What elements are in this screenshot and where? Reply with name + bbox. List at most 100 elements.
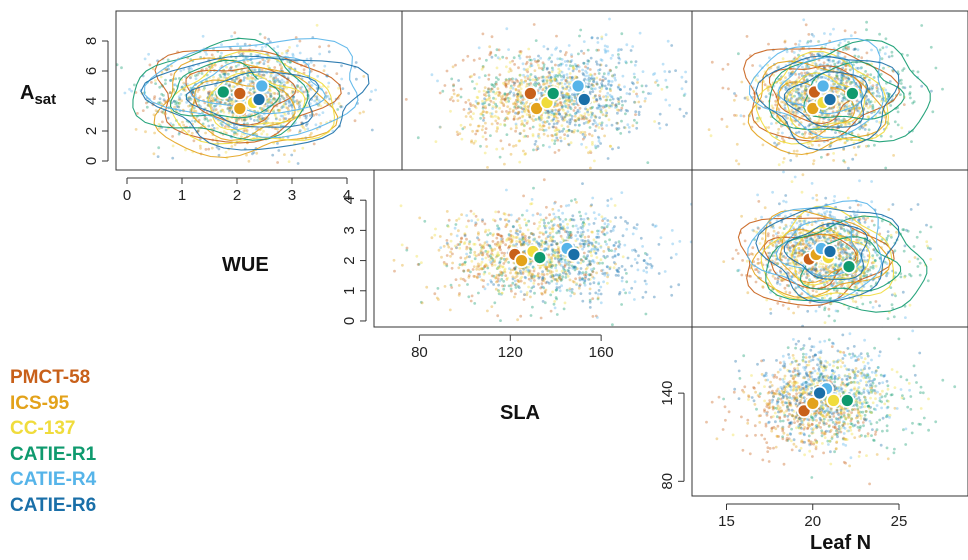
data-point [269, 95, 272, 98]
data-point [591, 297, 595, 300]
data-point [355, 77, 358, 81]
data-point [569, 218, 573, 221]
data-point [448, 308, 452, 312]
data-point [517, 111, 520, 115]
data-point [559, 258, 563, 261]
data-point [257, 114, 260, 118]
data-point [234, 131, 238, 135]
data-point [594, 121, 597, 124]
data-point [469, 299, 473, 303]
data-point [226, 72, 230, 76]
data-point [682, 114, 686, 118]
data-point [743, 96, 747, 100]
data-point [586, 48, 590, 52]
data-point [490, 256, 494, 260]
data-point [458, 132, 462, 136]
data-point [601, 75, 605, 79]
data-point [566, 59, 570, 63]
x-tick-label: 0 [123, 187, 131, 204]
data-point [517, 111, 520, 114]
data-point [487, 90, 491, 94]
data-point [742, 114, 746, 118]
data-point [776, 131, 780, 135]
data-point [847, 121, 851, 125]
data-point [518, 139, 521, 143]
data-point [788, 98, 791, 102]
data-point [733, 92, 736, 95]
data-point [449, 283, 453, 287]
data-point [505, 93, 509, 96]
data-point [631, 124, 635, 128]
data-point [217, 147, 221, 151]
data-point [459, 240, 463, 244]
data-point [497, 93, 500, 97]
data-point [257, 61, 261, 65]
data-point [467, 268, 470, 272]
data-point [220, 123, 224, 127]
data-point [290, 84, 294, 87]
data-point [757, 119, 760, 123]
data-point [206, 119, 210, 123]
data-point [285, 95, 289, 99]
data-point [480, 244, 484, 248]
data-point [246, 73, 249, 77]
data-point [552, 115, 556, 118]
data-point [515, 78, 519, 82]
data-point [521, 250, 525, 254]
data-point [518, 73, 522, 77]
data-point [587, 113, 590, 117]
data-point [340, 105, 344, 109]
data-point [553, 74, 557, 78]
data-point [817, 40, 821, 43]
data-point [803, 133, 806, 136]
data-point [568, 233, 572, 236]
data-point [255, 151, 259, 155]
data-point [516, 80, 520, 83]
data-point [520, 115, 524, 119]
data-point [882, 66, 885, 70]
data-point [569, 141, 573, 145]
data-point [548, 231, 552, 235]
data-point [293, 149, 296, 153]
data-point [141, 109, 145, 112]
data-point [288, 128, 292, 132]
data-point [549, 75, 553, 79]
data-point [794, 90, 798, 94]
data-point [260, 73, 264, 77]
data-point [695, 116, 698, 119]
data-point [299, 86, 302, 90]
data-point [323, 64, 327, 68]
data-point [339, 105, 343, 109]
data-point [594, 115, 598, 119]
data-point [920, 84, 924, 88]
data-point [591, 78, 595, 82]
data-point [266, 64, 270, 68]
data-point [260, 46, 264, 49]
data-point [231, 79, 235, 82]
density-contour [153, 57, 339, 159]
data-point [505, 100, 508, 104]
data-point [872, 76, 876, 79]
mean-marker-CATIE-R4 [570, 78, 586, 94]
data-point [480, 267, 484, 271]
data-point [766, 89, 770, 92]
data-point [542, 178, 546, 182]
data-point [843, 174, 846, 177]
data-point [496, 56, 500, 60]
data-point [555, 288, 558, 292]
data-point [591, 275, 595, 279]
data-point [596, 123, 599, 127]
data-point [902, 67, 906, 70]
data-point [547, 113, 550, 117]
data-point [532, 83, 536, 86]
data-point [527, 273, 531, 277]
data-point [449, 98, 452, 101]
data-point [782, 101, 786, 104]
data-point [528, 239, 532, 243]
data-point [860, 79, 863, 83]
data-point [218, 73, 222, 77]
data-point [400, 243, 404, 247]
data-point [845, 79, 849, 83]
data-point [585, 108, 589, 111]
data-point [521, 237, 525, 241]
